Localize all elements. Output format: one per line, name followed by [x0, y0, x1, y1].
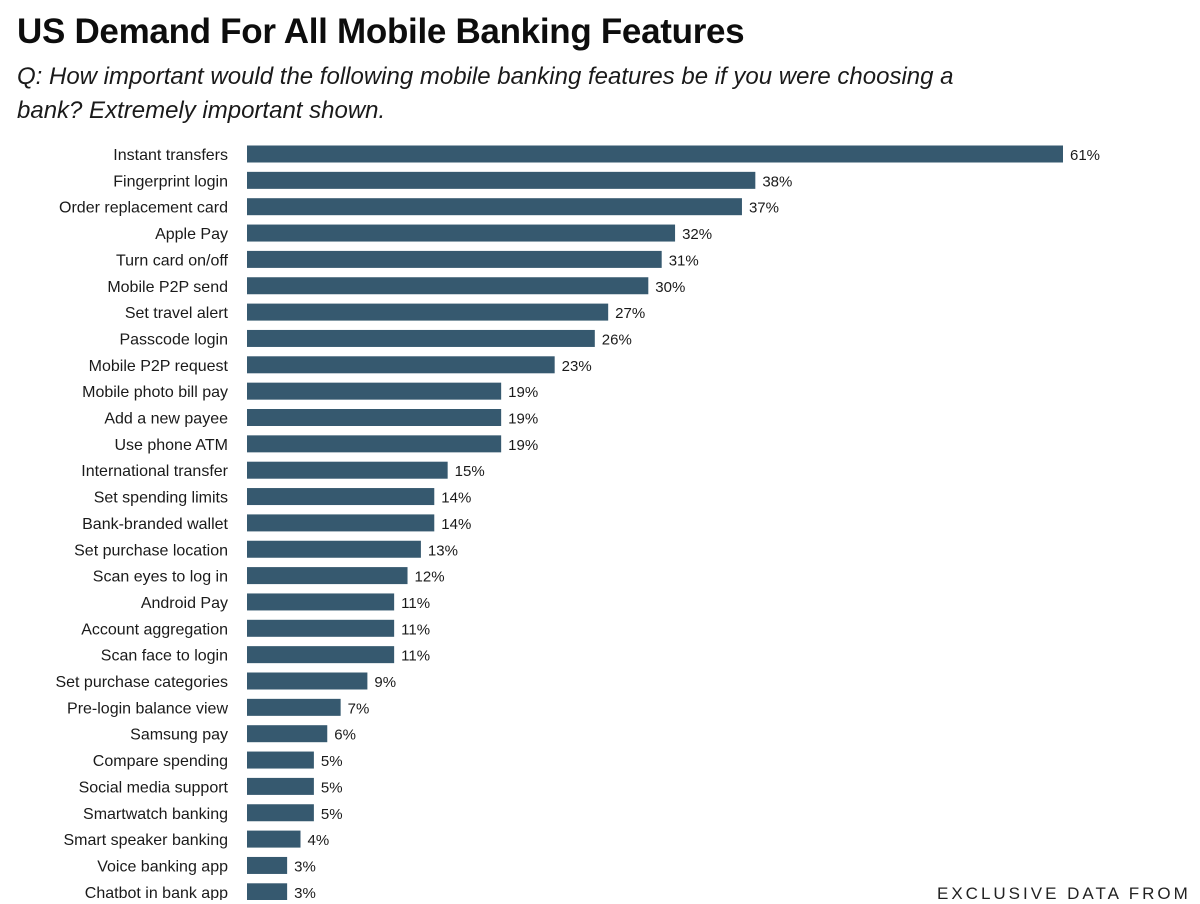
category-label-apple-pay: Apple Pay — [155, 226, 228, 243]
category-label-scan-eyes-to-log-in: Scan eyes to log in — [93, 569, 228, 586]
value-label-compare-spending: 5% — [321, 753, 343, 770]
bar-scan-eyes-to-log-in — [247, 567, 408, 585]
bar-mobile-p2p-request — [247, 356, 555, 374]
value-label-set-purchase-categories: 9% — [374, 674, 396, 691]
bar-set-travel-alert — [247, 303, 609, 321]
value-label-international-transfer: 15% — [455, 463, 485, 480]
category-label-mobile-p2p-send: Mobile P2P send — [107, 279, 228, 296]
value-label-smart-speaker-banking: 4% — [308, 832, 330, 849]
value-label-mobile-p2p-send: 30% — [655, 279, 685, 296]
category-label-account-aggregation: Account aggregation — [81, 621, 228, 638]
category-label-chatbot-in-bank-app: Chatbot in bank app — [85, 885, 228, 900]
value-label-samsung-pay: 6% — [334, 727, 356, 744]
category-label-set-travel-alert: Set travel alert — [125, 305, 229, 322]
category-label-use-phone-atm: Use phone ATM — [114, 437, 228, 454]
value-label-account-aggregation: 11% — [401, 621, 430, 638]
category-label-smartwatch-banking: Smartwatch banking — [83, 806, 228, 823]
bar-pre-login-balance-view — [247, 698, 341, 716]
bar-turn-card-on-off — [247, 250, 662, 268]
category-label-order-replacement-card: Order replacement card — [59, 200, 228, 217]
category-label-turn-card-on-off: Turn card on/off — [116, 252, 229, 269]
bar-fingerprint-login — [247, 171, 756, 189]
value-label-scan-face-to-login: 11% — [401, 648, 430, 665]
bar-bank-branded-wallet — [247, 514, 435, 532]
bar-compare-spending — [247, 751, 314, 769]
category-label-mobile-photo-bill-pay: Mobile photo bill pay — [82, 384, 228, 401]
bar-passcode-login — [247, 329, 595, 347]
bar-add-a-new-payee — [247, 409, 502, 426]
category-label-samsung-pay: Samsung pay — [130, 727, 228, 744]
bar-mobile-photo-bill-pay — [247, 382, 502, 400]
value-label-android-pay: 11% — [401, 595, 430, 612]
value-label-turn-card-on-off: 31% — [669, 252, 699, 269]
bar-order-replacement-card — [247, 198, 742, 216]
category-label-mobile-p2p-request: Mobile P2P request — [89, 358, 229, 375]
category-label-social-media-support: Social media support — [79, 779, 229, 796]
bar-set-purchase-categories — [247, 672, 368, 690]
category-label-instant-transfers: Instant transfers — [113, 147, 228, 164]
value-label-set-spending-limits: 14% — [441, 490, 471, 507]
value-label-scan-eyes-to-log-in: 12% — [415, 569, 445, 586]
bar-account-aggregation — [247, 619, 395, 637]
category-label-set-purchase-location: Set purchase location — [74, 542, 228, 559]
bar-android-pay — [247, 593, 395, 611]
bar-smart-speaker-banking — [247, 830, 301, 848]
category-label-voice-banking-app: Voice banking app — [97, 858, 228, 875]
bar-set-purchase-location — [247, 540, 421, 558]
chart-subtitle: Q: How important would the following mob… — [17, 63, 954, 124]
bar-voice-banking-app — [247, 856, 288, 874]
value-label-apple-pay: 32% — [682, 226, 712, 243]
bar-samsung-pay — [247, 725, 328, 743]
value-label-fingerprint-login: 38% — [762, 173, 792, 190]
category-label-pre-login-balance-view: Pre-login balance view — [67, 700, 228, 717]
value-label-set-travel-alert: 27% — [615, 305, 645, 322]
value-label-add-a-new-payee: 19% — [508, 411, 538, 428]
value-label-chatbot-in-bank-app: 3% — [294, 885, 316, 900]
value-label-use-phone-atm: 19% — [508, 437, 538, 454]
bar-instant-transfers — [247, 145, 1063, 163]
category-label-international-transfer: International transfer — [81, 463, 228, 480]
value-label-pre-login-balance-view: 7% — [348, 700, 370, 717]
category-label-set-spending-limits: Set spending limits — [94, 490, 228, 507]
footer-source-text: EXCLUSIVE DATA FROM — [937, 884, 1191, 903]
value-label-order-replacement-card: 37% — [749, 200, 779, 217]
value-label-set-purchase-location: 13% — [428, 542, 458, 559]
category-label-smart-speaker-banking: Smart speaker banking — [63, 832, 228, 849]
category-label-set-purchase-categories: Set purchase categories — [55, 674, 228, 691]
category-label-scan-face-to-login: Scan face to login — [101, 648, 228, 665]
category-label-add-a-new-payee: Add a new payee — [104, 411, 228, 428]
category-label-compare-spending: Compare spending — [93, 753, 228, 770]
value-label-bank-branded-wallet: 14% — [441, 516, 471, 533]
bar-scan-face-to-login — [247, 646, 395, 664]
bar-social-media-support — [247, 777, 314, 795]
value-label-passcode-login: 26% — [602, 331, 632, 348]
category-label-bank-branded-wallet: Bank-branded wallet — [82, 516, 228, 533]
value-label-mobile-p2p-request: 23% — [562, 358, 592, 375]
value-label-instant-transfers: 61% — [1070, 147, 1100, 164]
bar-international-transfer — [247, 461, 448, 479]
value-label-voice-banking-app: 3% — [294, 858, 316, 875]
value-label-smartwatch-banking: 5% — [321, 806, 343, 823]
bar-mobile-p2p-send — [247, 277, 649, 295]
bar-use-phone-atm — [247, 435, 502, 453]
category-label-passcode-login: Passcode login — [119, 331, 228, 348]
category-label-fingerprint-login: Fingerprint login — [113, 173, 228, 190]
value-label-mobile-photo-bill-pay: 19% — [508, 384, 538, 401]
bar-smartwatch-banking — [247, 804, 314, 822]
bar-apple-pay — [247, 224, 676, 242]
chart-title: US Demand For All Mobile Banking Feature… — [17, 12, 745, 51]
category-label-android-pay: Android Pay — [141, 595, 228, 612]
bar-set-spending-limits — [247, 488, 435, 506]
value-label-social-media-support: 5% — [321, 779, 343, 796]
bar-chatbot-in-bank-app — [247, 883, 288, 900]
